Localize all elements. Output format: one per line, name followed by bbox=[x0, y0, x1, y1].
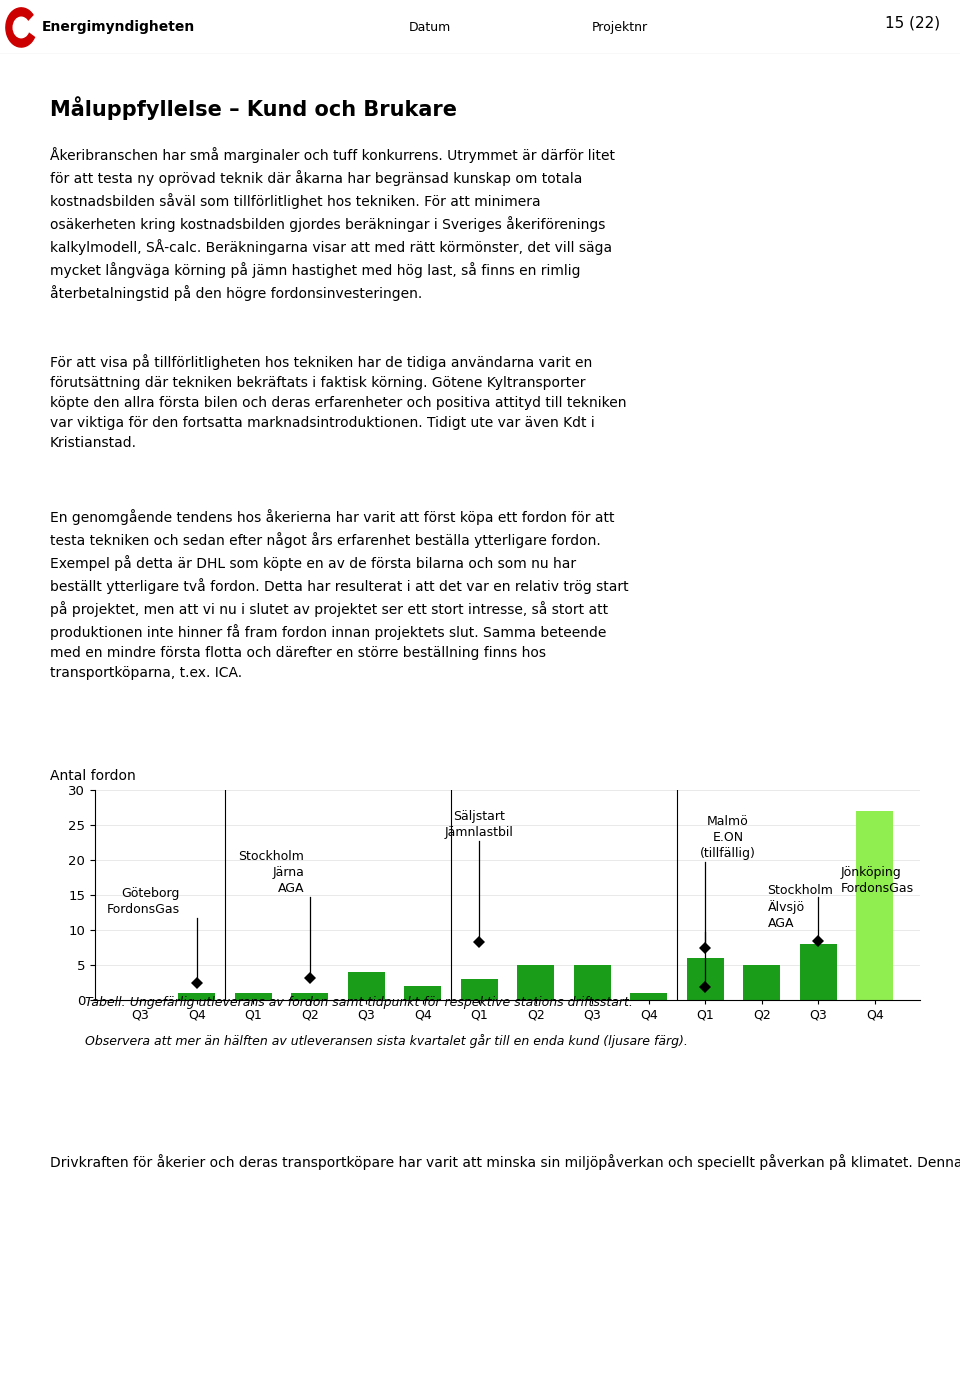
Text: Tabell: Ungefärlig utleverans av fordon samt tidpunkt för respektive stations dr: Tabell: Ungefärlig utleverans av fordon … bbox=[85, 995, 634, 1009]
Wedge shape bbox=[6, 8, 35, 47]
Bar bbox=[461, 979, 497, 1000]
Text: 15 (22): 15 (22) bbox=[885, 15, 940, 30]
Text: Datum: Datum bbox=[409, 21, 451, 34]
Bar bbox=[574, 965, 611, 1000]
Text: En genomgående tendens hos åkerierna har varit att först köpa ett fordon för att: En genomgående tendens hos åkerierna har… bbox=[50, 508, 629, 680]
Text: Åkeribranschen har små marginaler och tuff konkurrens. Utrymmet är därför litet
: Åkeribranschen har små marginaler och tu… bbox=[50, 147, 615, 301]
Circle shape bbox=[13, 18, 29, 37]
Bar bbox=[348, 972, 385, 1000]
Text: Göteborg
FordonsGas: Göteborg FordonsGas bbox=[107, 887, 180, 916]
Text: Måluppfyllelse – Kund och Brukare: Måluppfyllelse – Kund och Brukare bbox=[50, 96, 457, 121]
Bar bbox=[631, 993, 667, 1000]
Bar bbox=[687, 958, 724, 1000]
Bar bbox=[743, 965, 780, 1000]
Text: Stockholm
Järna
AGA: Stockholm Järna AGA bbox=[238, 850, 304, 895]
Bar bbox=[800, 945, 837, 1000]
Text: För att visa på tillförlitligheten hos tekniken har de tidiga användarna varit e: För att visa på tillförlitligheten hos t… bbox=[50, 354, 627, 450]
Bar bbox=[235, 993, 272, 1000]
Text: Säljstart
Jämnlastbil: Säljstart Jämnlastbil bbox=[444, 810, 514, 839]
Text: Antal fordon: Antal fordon bbox=[50, 769, 135, 783]
Text: Drivkraften för åkerier och deras transportköpare har varit att minska sin miljö: Drivkraften för åkerier och deras transp… bbox=[50, 1153, 960, 1170]
Bar bbox=[292, 993, 328, 1000]
Bar bbox=[517, 965, 554, 1000]
Text: Stockholm
Älvsjö
AGA: Stockholm Älvsjö AGA bbox=[767, 884, 833, 930]
Text: Jönköping
FordonsGas: Jönköping FordonsGas bbox=[841, 866, 914, 895]
Bar bbox=[404, 986, 441, 1000]
Bar bbox=[856, 811, 893, 1000]
Text: Malmö
E.ON
(tillfällig): Malmö E.ON (tillfällig) bbox=[700, 816, 756, 859]
Text: Projektnr: Projektnr bbox=[592, 21, 648, 34]
Bar bbox=[179, 993, 215, 1000]
Text: Energimyndigheten: Energimyndigheten bbox=[42, 21, 195, 34]
Text: Observera att mer än hälften av utleveransen sista kvartalet går till en enda ku: Observera att mer än hälften av utlevera… bbox=[85, 1034, 688, 1048]
